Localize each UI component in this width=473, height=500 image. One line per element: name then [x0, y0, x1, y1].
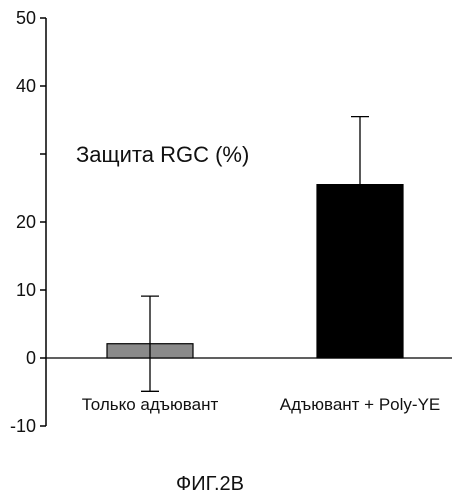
category-label-0: Только адъювант: [82, 395, 219, 414]
y-tick-label-3: 20: [16, 212, 36, 232]
y-tick-label-1: 0: [26, 348, 36, 368]
y-tick-label-0: -10: [10, 416, 36, 436]
y-tick-label-5: 40: [16, 76, 36, 96]
chart-annotation: Защита RGC (%): [76, 142, 249, 167]
figure-caption: ФИГ.2В: [176, 473, 244, 495]
category-label-1: Адъювант + Poly-YE: [280, 395, 441, 414]
plot-area: -10 0 10 20 40 50: [10, 8, 452, 436]
y-tick-label-2: 10: [16, 280, 36, 300]
y-tick-label-6: 50: [16, 8, 36, 28]
